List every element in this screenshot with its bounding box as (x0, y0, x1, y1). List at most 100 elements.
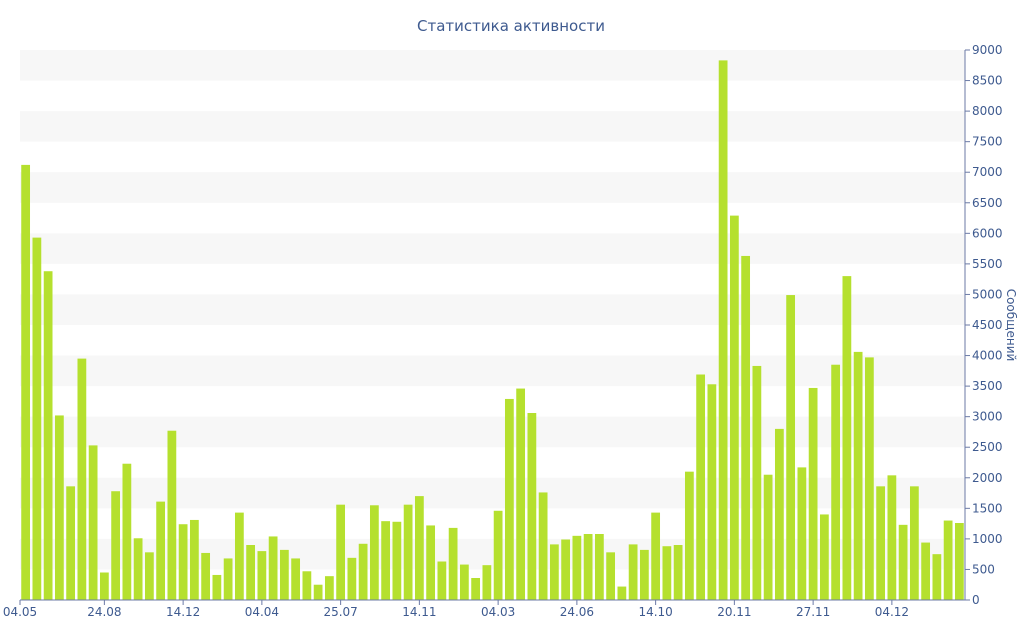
x-tick-label: 04.03 (481, 605, 515, 619)
y-tick-label: 5000 (972, 287, 1003, 301)
x-axis: 04.05 24.08 14.12 04.04 25.07 14.11 04.03 24.06… (3, 599, 965, 619)
x-tick-label: 24.06 (560, 605, 594, 619)
bar (234, 512, 244, 600)
bar (381, 521, 391, 600)
y-tick-label: 1500 (972, 501, 1003, 515)
bar (606, 552, 616, 600)
bar (369, 505, 379, 600)
bar (167, 430, 177, 600)
y-tick-label: 6500 (972, 196, 1003, 210)
bar (819, 514, 829, 600)
bar (876, 486, 886, 600)
bar (459, 564, 469, 600)
y-tick-label: 4000 (972, 349, 1003, 363)
bar (561, 539, 571, 600)
bar (302, 571, 312, 600)
bar (943, 520, 953, 600)
bar (358, 543, 368, 600)
bar (538, 492, 548, 600)
y-tick-label: 500 (972, 562, 995, 576)
y-tick-label: 2500 (972, 440, 1003, 454)
bar (549, 544, 559, 600)
y-tick-label: 6000 (972, 226, 1003, 240)
bar (696, 374, 706, 600)
y-tick-label: 2000 (972, 471, 1003, 485)
bar (448, 527, 458, 600)
y-axis: 0 500 1000 1500 2000 2500 3000 3500 4000 4500 5000… (964, 43, 1003, 607)
bar (43, 271, 53, 600)
grid-band (20, 50, 965, 81)
bar (594, 534, 604, 600)
bar (156, 501, 166, 600)
x-tick-label: 24.08 (87, 605, 121, 619)
bar (718, 60, 728, 600)
bars (21, 60, 964, 600)
bar (77, 358, 87, 600)
bar (403, 504, 413, 600)
bar (774, 428, 784, 600)
bar (729, 215, 739, 600)
bar (212, 574, 222, 600)
bar (122, 463, 132, 600)
bar (291, 558, 301, 600)
bar (482, 565, 492, 600)
y-tick-label: 0 (972, 593, 980, 607)
bar (741, 255, 751, 600)
bar (707, 384, 717, 600)
bar (414, 496, 424, 600)
bar (426, 525, 436, 600)
grid-band (20, 172, 965, 203)
grid-band (20, 294, 965, 325)
bar (471, 578, 481, 600)
bar (347, 557, 357, 600)
bar (336, 504, 346, 600)
bar (842, 276, 852, 600)
x-tick-label: 25.07 (323, 605, 357, 619)
x-tick-label: 27.11 (796, 605, 830, 619)
x-tick-label: 20.11 (717, 605, 751, 619)
bar (662, 546, 672, 600)
bar (66, 486, 76, 600)
bar (178, 524, 188, 600)
grid-band (20, 538, 965, 570)
bar (144, 552, 154, 600)
bar (133, 538, 143, 600)
bar (831, 364, 841, 600)
bar (437, 561, 447, 600)
x-tick-label: 14.10 (638, 605, 672, 619)
bar (246, 545, 256, 600)
bar (324, 576, 334, 600)
bar (223, 558, 233, 600)
bar (21, 164, 31, 600)
bar (201, 552, 211, 600)
grid-bands (20, 50, 965, 570)
grid-band (20, 233, 965, 264)
bar (527, 413, 537, 600)
bar (797, 467, 807, 600)
bar (313, 584, 323, 600)
bar (257, 551, 267, 600)
bar (651, 512, 661, 600)
bar (99, 572, 109, 600)
grid-band (20, 111, 965, 142)
y-tick-label: 7000 (972, 165, 1003, 179)
y-tick-label: 4500 (972, 318, 1003, 332)
x-tick-label: 04.04 (245, 605, 279, 619)
y-tick-label: 7500 (972, 135, 1003, 149)
bar (752, 365, 762, 600)
bar (54, 415, 64, 600)
y-tick-label: 3500 (972, 379, 1003, 393)
bar (786, 295, 796, 600)
bar (898, 524, 908, 600)
bar (864, 357, 874, 600)
x-tick-label: 14.11 (402, 605, 436, 619)
bar (504, 398, 514, 600)
grid-band (20, 477, 965, 509)
chart-title: Статистика активности (417, 17, 605, 35)
bar (673, 545, 683, 600)
bar (921, 542, 931, 600)
bar (808, 387, 818, 600)
bar (628, 544, 638, 600)
bar (583, 534, 593, 600)
